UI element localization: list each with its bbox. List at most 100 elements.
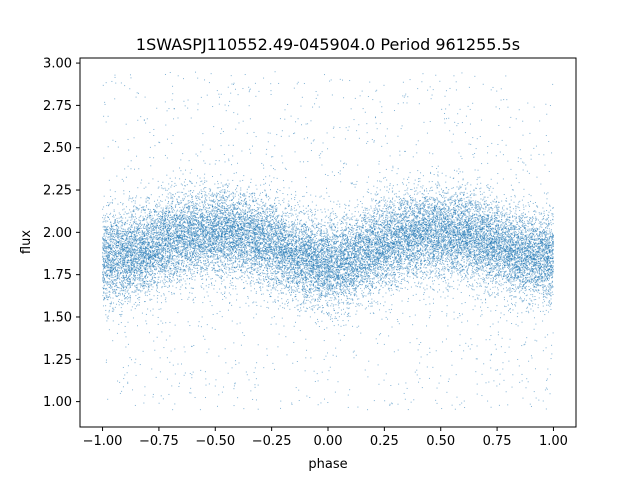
data-point [505,75,507,77]
data-point [396,196,398,198]
data-point [126,252,128,254]
data-point [317,287,319,289]
data-point [447,218,449,220]
data-point [343,283,345,285]
data-point [550,229,552,231]
data-point [279,226,281,228]
data-point [338,276,340,278]
data-point [406,280,408,282]
data-point [362,225,364,227]
data-point [255,260,257,262]
data-point [488,262,490,264]
data-point [290,275,292,277]
data-point [185,255,187,257]
data-point [474,220,476,222]
data-point [234,271,236,273]
data-point [140,242,142,244]
data-point [475,226,477,228]
data-point [470,201,472,203]
data-point [540,240,542,242]
data-point [139,276,141,278]
data-point [112,246,114,248]
data-point [357,241,359,243]
data-point [288,204,290,206]
data-point [187,216,189,218]
data-point [354,211,356,213]
data-point [449,210,451,212]
data-point [502,256,504,258]
data-point [181,262,183,264]
data-point [418,220,420,222]
data-point [513,239,515,241]
data-point [233,270,235,272]
data-point [475,209,477,211]
data-point [423,272,425,274]
data-point [306,290,308,291]
data-point [114,230,116,232]
data-point [497,246,499,248]
data-point [333,244,335,246]
data-point [505,277,507,279]
data-point [474,268,476,270]
data-point [471,251,473,253]
data-point [354,263,356,265]
data-point [385,262,387,264]
data-point [381,215,383,217]
data-point [386,252,388,254]
data-point [283,224,285,226]
data-point [174,403,176,405]
data-point [369,251,371,252]
data-point [316,233,318,235]
data-point [401,237,403,239]
data-point [552,216,554,218]
data-point [114,264,116,266]
data-point [155,257,157,259]
data-point [478,253,480,255]
data-point [430,263,432,265]
data-point [195,226,197,228]
data-point [212,231,214,233]
data-point [172,224,174,226]
data-point [281,259,283,261]
data-point [124,279,126,281]
data-point [312,288,314,290]
data-point [333,272,335,274]
data-point [115,275,117,277]
data-point [463,191,465,193]
data-point [420,242,422,244]
data-point [475,256,477,258]
data-point [125,232,127,234]
data-point [522,234,524,236]
data-point [195,223,197,225]
data-point [191,241,193,243]
data-point [429,273,431,275]
data-point [432,189,434,191]
data-point [216,212,218,214]
data-point [429,187,431,189]
data-point [336,279,338,281]
data-point [151,252,153,254]
data-point [297,118,299,120]
data-point [183,246,185,248]
data-point [252,243,254,245]
data-point [454,221,456,223]
data-point [200,271,202,273]
data-point [441,236,443,238]
data-point [102,277,104,279]
data-point [236,323,238,325]
data-point [207,222,209,224]
data-point [110,240,112,242]
data-point [376,248,378,250]
data-point [362,239,364,241]
data-point [250,210,252,212]
data-point [389,269,391,271]
data-point [183,346,185,348]
data-point [161,219,163,221]
data-point [428,241,430,243]
data-point [317,298,319,300]
data-point [420,186,422,188]
data-point [542,244,544,246]
data-point [276,231,278,233]
data-point [219,209,221,211]
data-point [360,253,362,255]
